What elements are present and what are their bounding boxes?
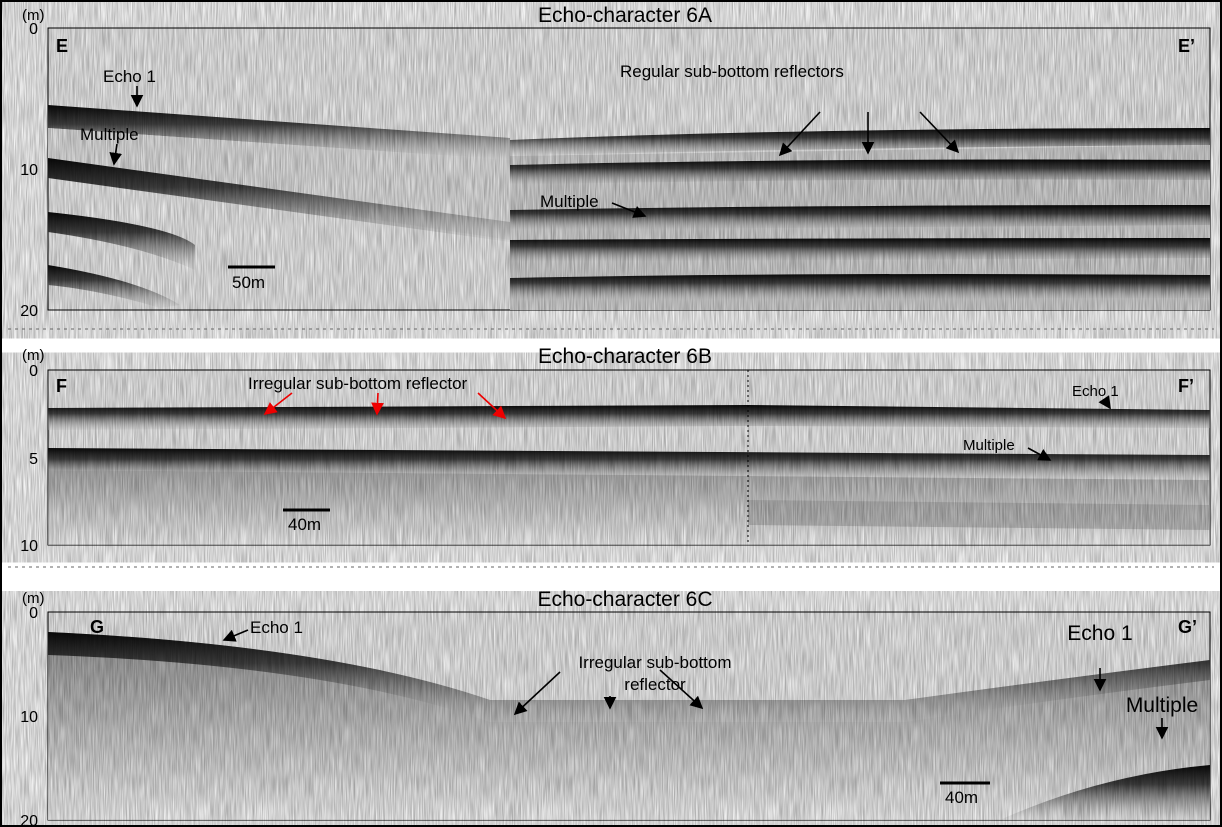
annotation: Echo 1 bbox=[1072, 383, 1119, 400]
profile-start: E bbox=[56, 36, 68, 56]
shape bbox=[48, 612, 1210, 820]
scale-bar: 50m bbox=[232, 273, 265, 292]
panel-c: (m) 0 10 20 Echo-character 6C G G’ 40m E… bbox=[20, 588, 1210, 827]
panel-b: (m) 0 5 10 Echo-character 6B F F’ 40m Ir… bbox=[20, 345, 1210, 555]
panel-a: (m) 0 10 20 Echo-character 6A E E’ 50m E… bbox=[20, 4, 1210, 320]
scale-bar: 40m bbox=[945, 788, 978, 807]
annotation: Multiple bbox=[80, 125, 139, 144]
tick-label: 10 bbox=[20, 709, 38, 726]
panel-title: Echo-character 6B bbox=[538, 345, 712, 368]
shape bbox=[48, 370, 1210, 545]
panel-title: Echo-character 6C bbox=[537, 588, 712, 611]
annotation: Regular sub-bottom reflectors bbox=[620, 62, 844, 81]
profile-end: F’ bbox=[1178, 376, 1194, 396]
profile-start: G bbox=[90, 617, 104, 637]
tick-label: 10 bbox=[20, 162, 38, 179]
tick-label: 20 bbox=[20, 813, 38, 827]
annotation: Multiple bbox=[963, 437, 1015, 454]
annotation: Echo 1 bbox=[103, 67, 156, 86]
annotation: Echo 1 bbox=[1067, 622, 1132, 645]
annotation: Multiple bbox=[540, 192, 599, 211]
shape bbox=[377, 393, 378, 414]
profile-end: G’ bbox=[1178, 617, 1197, 637]
annotation: Multiple bbox=[1126, 694, 1198, 717]
annotation: Irregular sub-bottom reflector bbox=[248, 374, 468, 393]
panel-title: Echo-character 6A bbox=[538, 4, 712, 27]
annotation: Echo 1 bbox=[250, 618, 303, 637]
unit: (m) bbox=[22, 347, 45, 364]
tick-label: 20 bbox=[20, 303, 38, 320]
scale-bar: 40m bbox=[288, 515, 321, 534]
tick-label: 5 bbox=[29, 451, 38, 468]
profile-start: F bbox=[56, 376, 67, 396]
tick-label: 0 bbox=[29, 605, 38, 622]
annotation: Irregular sub-bottom bbox=[578, 653, 731, 672]
tick-label: 0 bbox=[29, 21, 38, 38]
tick-label: 10 bbox=[20, 538, 38, 555]
profile-end: E’ bbox=[1178, 36, 1195, 56]
tick-label: 0 bbox=[29, 363, 38, 380]
figure: (m) 0 10 20 Echo-character 6A E E’ 50m E… bbox=[0, 0, 1222, 827]
